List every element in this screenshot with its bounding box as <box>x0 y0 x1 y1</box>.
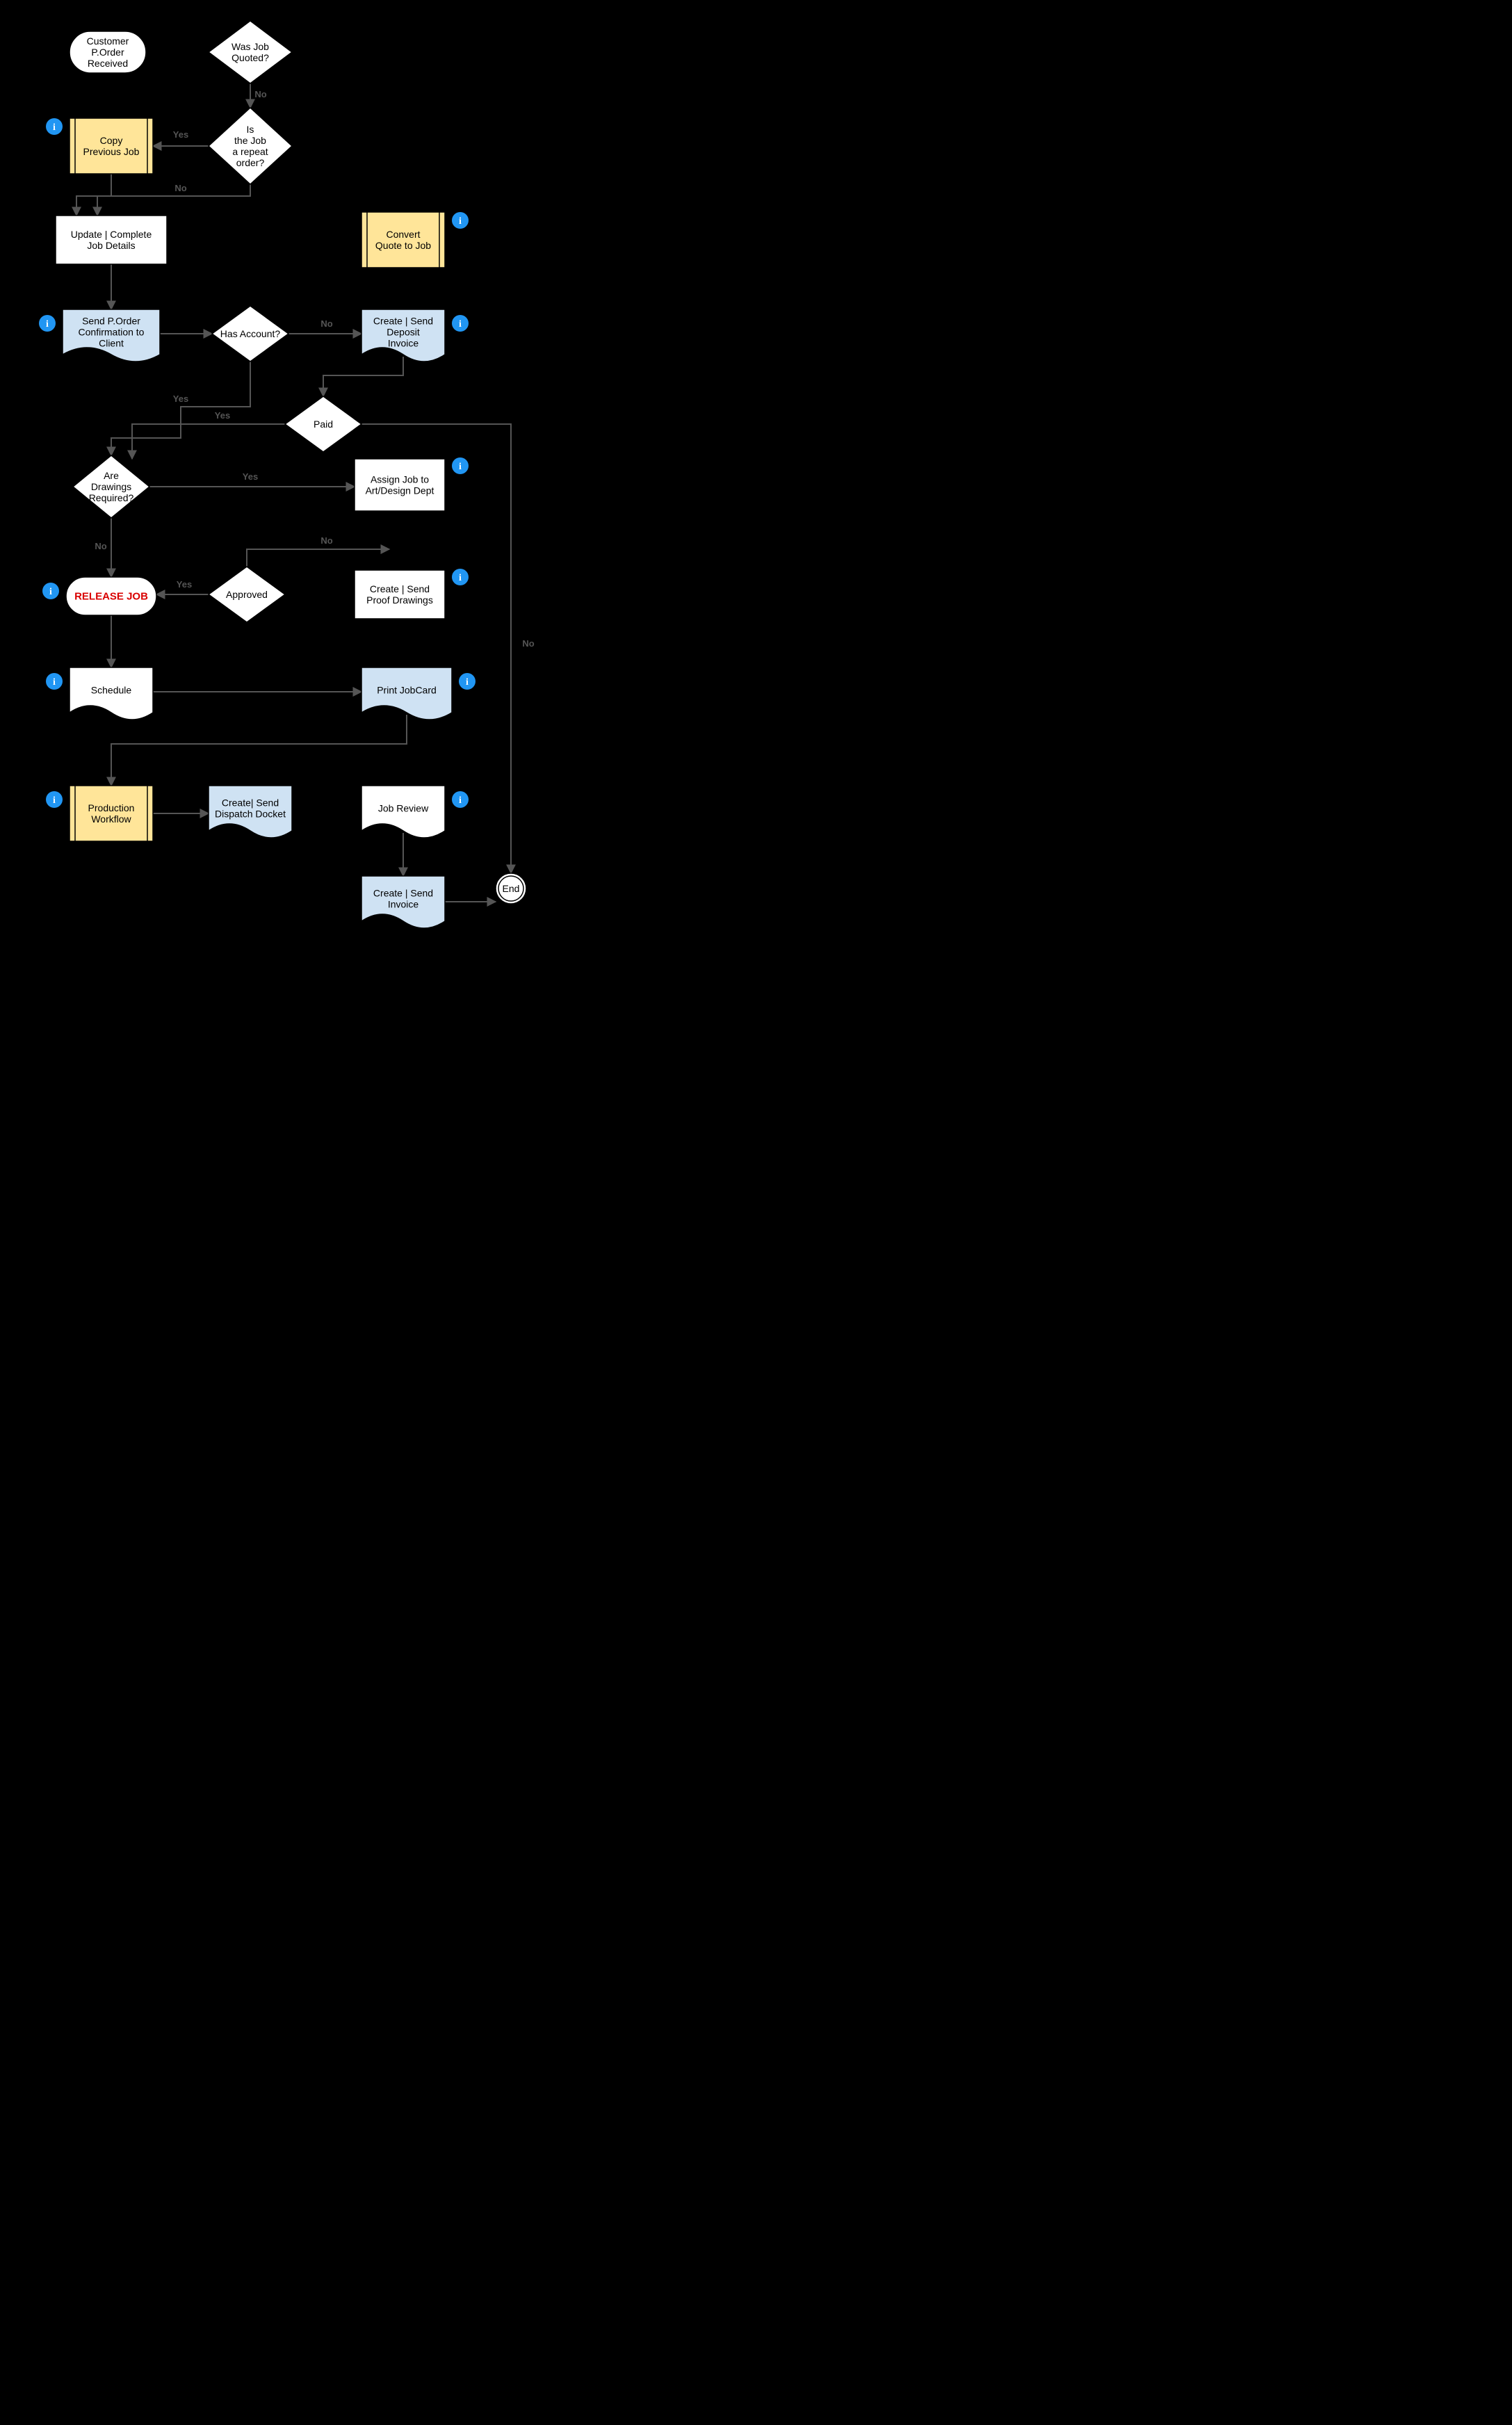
svg-text:i: i <box>466 677 469 688</box>
info-icon[interactable]: i <box>452 212 469 229</box>
node-customer_po: CustomerP.OrderReceived <box>70 31 146 73</box>
svg-text:RELEASE JOB: RELEASE JOB <box>74 591 148 603</box>
svg-text:Approved: Approved <box>226 589 268 600</box>
svg-text:Job Review: Job Review <box>378 803 429 814</box>
svg-text:i: i <box>459 573 462 583</box>
svg-text:Schedule: Schedule <box>91 685 132 696</box>
info-icon[interactable]: i <box>39 315 56 332</box>
svg-text:No: No <box>522 638 534 649</box>
info-icon[interactable]: i <box>452 569 469 585</box>
svg-text:CustomerP.OrderReceived: CustomerP.OrderReceived <box>87 35 129 69</box>
info-icon[interactable]: i <box>459 673 475 690</box>
svg-text:No: No <box>174 183 186 193</box>
info-icon[interactable]: i <box>452 791 469 808</box>
node-prod_workflow: ProductionWorkflow <box>70 786 153 841</box>
svg-text:Yes: Yes <box>243 471 258 482</box>
svg-text:i: i <box>53 677 56 688</box>
svg-text:No: No <box>95 541 106 551</box>
svg-text:Paid: Paid <box>314 419 333 430</box>
svg-text:No: No <box>254 89 266 99</box>
svg-text:i: i <box>459 462 462 472</box>
node-proof_drawings: Create | SendProof Drawings <box>355 570 445 619</box>
svg-text:i: i <box>53 122 56 133</box>
info-icon[interactable]: i <box>42 583 59 599</box>
svg-text:Yes: Yes <box>177 579 192 590</box>
info-icon[interactable]: i <box>46 118 63 135</box>
svg-text:i: i <box>459 216 462 227</box>
node-convert_quote: ConvertQuote to Job <box>361 212 445 268</box>
svg-text:Has Account?: Has Account? <box>220 328 281 339</box>
info-icon[interactable]: i <box>46 673 63 690</box>
svg-text:Yes: Yes <box>215 410 230 421</box>
info-icon[interactable]: i <box>46 791 63 808</box>
svg-text:Print JobCard: Print JobCard <box>377 685 437 696</box>
svg-text:No: No <box>320 318 332 329</box>
svg-text:i: i <box>46 319 49 330</box>
node-end: End <box>496 873 526 904</box>
svg-text:Assign Job toArt/Design Dept: Assign Job toArt/Design Dept <box>366 474 434 496</box>
svg-text:i: i <box>49 587 52 597</box>
svg-text:Create| SendDispatch Docket: Create| SendDispatch Docket <box>215 797 286 820</box>
svg-text:i: i <box>459 795 462 806</box>
flowchart-canvas: No Yes No No Yes Yes No Yes No No Yes CustomerP.Ord… <box>0 0 1512 970</box>
svg-text:End: End <box>503 883 520 894</box>
svg-text:Yes: Yes <box>173 129 188 140</box>
svg-text:Create | SendProof Drawings: Create | SendProof Drawings <box>366 583 433 606</box>
svg-text:ProductionWorkflow: ProductionWorkflow <box>88 802 135 825</box>
node-assign_art: Assign Job toArt/Design Dept <box>355 459 445 511</box>
svg-text:i: i <box>53 795 56 806</box>
svg-text:Was JobQuoted?: Was JobQuoted? <box>231 41 269 63</box>
info-icon[interactable]: i <box>452 315 469 332</box>
svg-text:i: i <box>459 319 462 330</box>
node-update_details: Update | CompleteJob Details <box>56 216 167 264</box>
info-icon[interactable]: i <box>452 457 469 474</box>
svg-text:No: No <box>320 535 332 546</box>
node-copy_prev: CopyPrevious Job <box>70 118 153 174</box>
node-release_job: RELEASE JOB <box>66 577 156 615</box>
svg-text:Yes: Yes <box>173 394 188 404</box>
